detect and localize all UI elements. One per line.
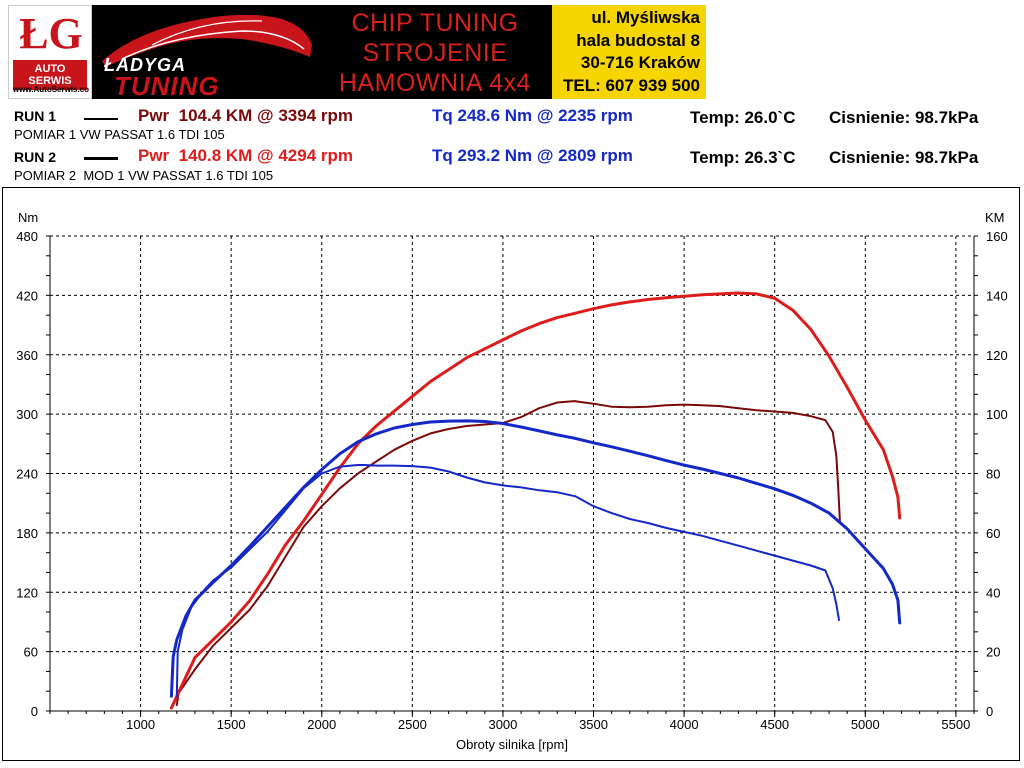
- run1-power: Pwr 104.4 KM @ 3394 rpm: [138, 106, 354, 125]
- y-right-tick-label: 60: [986, 526, 1000, 541]
- address-line-2: hala budostal 8: [576, 31, 700, 50]
- y-left-tick-label: 180: [16, 526, 38, 541]
- y-left-tick-label: 300: [16, 407, 38, 422]
- brand-bottom-text: TUNING: [114, 71, 220, 99]
- x-tick-label: 5000: [851, 717, 880, 732]
- series-line-3: [175, 464, 840, 698]
- series-line-4: [169, 419, 902, 698]
- run2-pressure: Cisnienie: 98.7kPa: [829, 148, 979, 167]
- run2-description: POMIAR 2 MOD 1 VW PASSAT 1.6 TDI 105: [14, 168, 274, 183]
- y-left-tick-label: 60: [24, 645, 38, 660]
- brand-top-text: ŁADYGA: [104, 55, 186, 75]
- y-right-tick-label: 40: [986, 585, 1000, 600]
- chart-frame: [2, 187, 1020, 761]
- y-left-tick-label: 480: [16, 229, 38, 244]
- run2-torque: Tq 293.2 Nm @ 2809 rpm: [432, 146, 633, 165]
- car-logo: ŁADYGA TUNING: [92, 5, 318, 99]
- logo-letters: ŁG: [19, 9, 83, 58]
- left-axis-unit: Nm: [18, 210, 38, 225]
- y-left-tick-label: 360: [16, 348, 38, 363]
- y-right-tick-label: 20: [986, 645, 1000, 660]
- run1-pressure: Cisnienie: 98.7kPa: [829, 108, 979, 127]
- run1-description: POMIAR 1 VW PASSAT 1.6 TDI 105: [14, 127, 225, 142]
- x-axis-label: Obroty silnika [rpm]: [456, 737, 568, 752]
- y-right-tick-label: 120: [986, 348, 1008, 363]
- y-right-tick-label: 80: [986, 467, 1000, 482]
- x-tick-label: 4000: [670, 717, 699, 732]
- car-silhouette-icon: [102, 14, 312, 67]
- run2-line-swatch: [84, 157, 118, 160]
- run1-line-swatch: [84, 118, 118, 120]
- x-tick-label: 1000: [126, 717, 155, 732]
- x-tick-label: 2000: [307, 717, 336, 732]
- banner-title-line-1: CHIP TUNING: [351, 9, 519, 37]
- x-tick-label: 3500: [579, 717, 608, 732]
- y-right-tick-label: 0: [986, 704, 993, 719]
- address-box: ul. Myśliwska hala budostal 8 30-716 Kra…: [552, 5, 706, 99]
- series-line-2: [169, 291, 902, 710]
- run2-power: Pwr 140.8 KM @ 4294 rpm: [138, 146, 354, 165]
- y-left-tick-label: 0: [31, 704, 38, 719]
- y-right-tick-label: 160: [986, 229, 1008, 244]
- x-tick-label: 1500: [217, 717, 246, 732]
- run2-temp: Temp: 26.3`C: [690, 148, 796, 167]
- y-left-tick-label: 420: [16, 288, 38, 303]
- run2-label: RUN 2: [14, 149, 57, 165]
- y-left-tick-label: 240: [16, 467, 38, 482]
- address-line-1: ul. Myśliwska: [591, 8, 700, 27]
- logo-url: www.AutoSerwis.co: [12, 85, 90, 94]
- run1-torque: Tq 248.6 Nm @ 2235 rpm: [432, 106, 633, 125]
- banner-title-line-2: STROJENIE: [362, 39, 508, 67]
- address-line-3: 30-716 Kraków: [580, 53, 700, 72]
- x-tick-label: 4500: [760, 717, 789, 732]
- x-tick-label: 5500: [941, 717, 970, 732]
- banner-title-line-3: HAMOWNIA 4x4: [338, 69, 532, 97]
- right-axis-unit: KM: [985, 210, 1005, 225]
- logo: ŁG AUTO SERWIS www.AutoSerwis.co: [8, 5, 92, 99]
- banner-title: CHIP TUNING STROJENIE HAMOWNIA 4x4: [318, 5, 552, 99]
- run1-label: RUN 1: [14, 108, 57, 124]
- y-right-tick-label: 100: [986, 407, 1008, 422]
- address-line-4: TEL: 607 939 500: [562, 76, 700, 95]
- y-left-tick-label: 120: [16, 585, 38, 600]
- run1-temp: Temp: 26.0`C: [690, 108, 796, 127]
- series-line-1: [175, 400, 841, 707]
- x-tick-label: 2500: [398, 717, 427, 732]
- logo-subtitle: AUTO SERWIS: [13, 60, 87, 90]
- y-right-tick-label: 140: [986, 288, 1008, 303]
- x-tick-label: 3000: [488, 717, 517, 732]
